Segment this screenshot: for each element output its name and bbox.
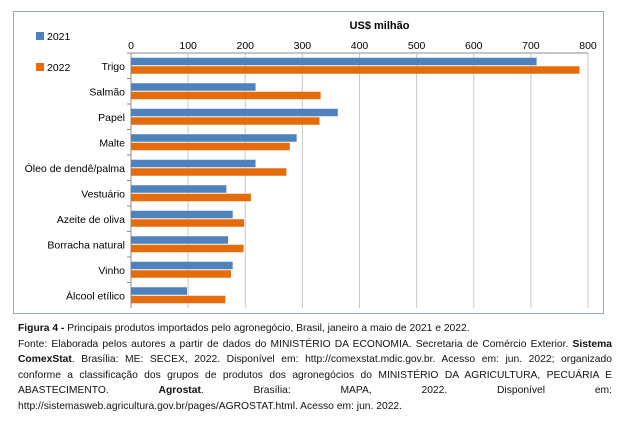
bar-2021	[131, 261, 233, 270]
bar-2021	[131, 83, 256, 91]
source-part-3: . Brasília: MAPA, 2022. Disponível em: h…	[18, 385, 612, 412]
category-label: Salmão	[89, 86, 125, 98]
x-tick-label: 200	[236, 40, 254, 52]
bar-2021	[131, 185, 227, 193]
bar-2021	[131, 159, 256, 168]
bar-2022	[131, 142, 290, 151]
x-tick-label: 500	[408, 40, 426, 52]
category-label: Vinho	[98, 265, 125, 277]
bar-2022	[131, 193, 251, 202]
category-label: Trigo	[101, 61, 125, 73]
x-tick-label: 100	[179, 40, 197, 52]
bar-2021	[131, 108, 338, 117]
bar-2022	[131, 117, 320, 125]
source-title-2: Agrostat	[158, 385, 201, 397]
category-label: Borracha natural	[47, 239, 125, 251]
bar-2022	[131, 295, 226, 304]
bar-2021	[131, 236, 229, 244]
legend-swatch-2021	[36, 32, 44, 40]
source-part-1: Fonte: Elaborada pelos autores a partir …	[18, 338, 573, 350]
bar-2022	[131, 66, 580, 74]
legend-label-2021: 2021	[47, 31, 71, 43]
bar-2022	[131, 168, 287, 176]
category-label: Papel	[98, 112, 125, 124]
category-label: Óleo de dendê/palma	[25, 162, 126, 175]
source-part-2: . Brasília: ME: SECEX, 2022. Disponível …	[18, 354, 612, 397]
source-title-1: Sistema ComexStat	[18, 338, 612, 366]
figure-source: Fonte: Elaborada pelos autores a partir …	[18, 337, 612, 415]
x-tick-label: 0	[128, 40, 134, 52]
bar-2022	[131, 91, 321, 100]
x-tick-label: 700	[522, 40, 540, 52]
category-label: Azeite de oliva	[57, 214, 125, 226]
x-tick-label: 300	[294, 40, 312, 52]
category-label: Malte	[99, 137, 125, 149]
bar-2022	[131, 244, 244, 253]
legend-label-2022: 2022	[47, 62, 71, 74]
bar-chart: US$ milhão 0 100 200 300 400 500 600 700 800 Trigo…	[25, 20, 597, 308]
bar-2021	[131, 210, 233, 219]
x-axis-title: US$ milhão	[350, 20, 410, 32]
figure-title: Figura 4 - Principais produtos importado…	[18, 321, 612, 337]
figure-text: Principais produtos importados pelo agro…	[64, 323, 470, 334]
figure-caption: Figura 4 - Principais produtos importado…	[18, 321, 612, 415]
bar-2022	[131, 270, 231, 278]
bar-2021	[131, 134, 297, 142]
chart-frame: US$ milhão 0 100 200 300 400 500 600 700 800 Trigo…	[13, 11, 604, 314]
bar-2022	[131, 219, 245, 227]
bar-2021	[131, 287, 187, 295]
category-label: Álcool etílico	[66, 289, 125, 302]
x-tick-label: 400	[351, 40, 369, 52]
legend-swatch-2022	[36, 63, 44, 71]
x-tick-label: 800	[579, 40, 597, 52]
category-label: Vestuário	[81, 188, 125, 200]
x-tick-label: 600	[465, 40, 483, 52]
bar-2021	[131, 57, 537, 66]
figure-label: Figura 4 -	[18, 323, 65, 334]
